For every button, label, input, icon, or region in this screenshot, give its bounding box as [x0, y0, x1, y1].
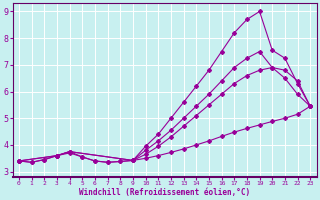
X-axis label: Windchill (Refroidissement éolien,°C): Windchill (Refroidissement éolien,°C) [79, 188, 250, 197]
